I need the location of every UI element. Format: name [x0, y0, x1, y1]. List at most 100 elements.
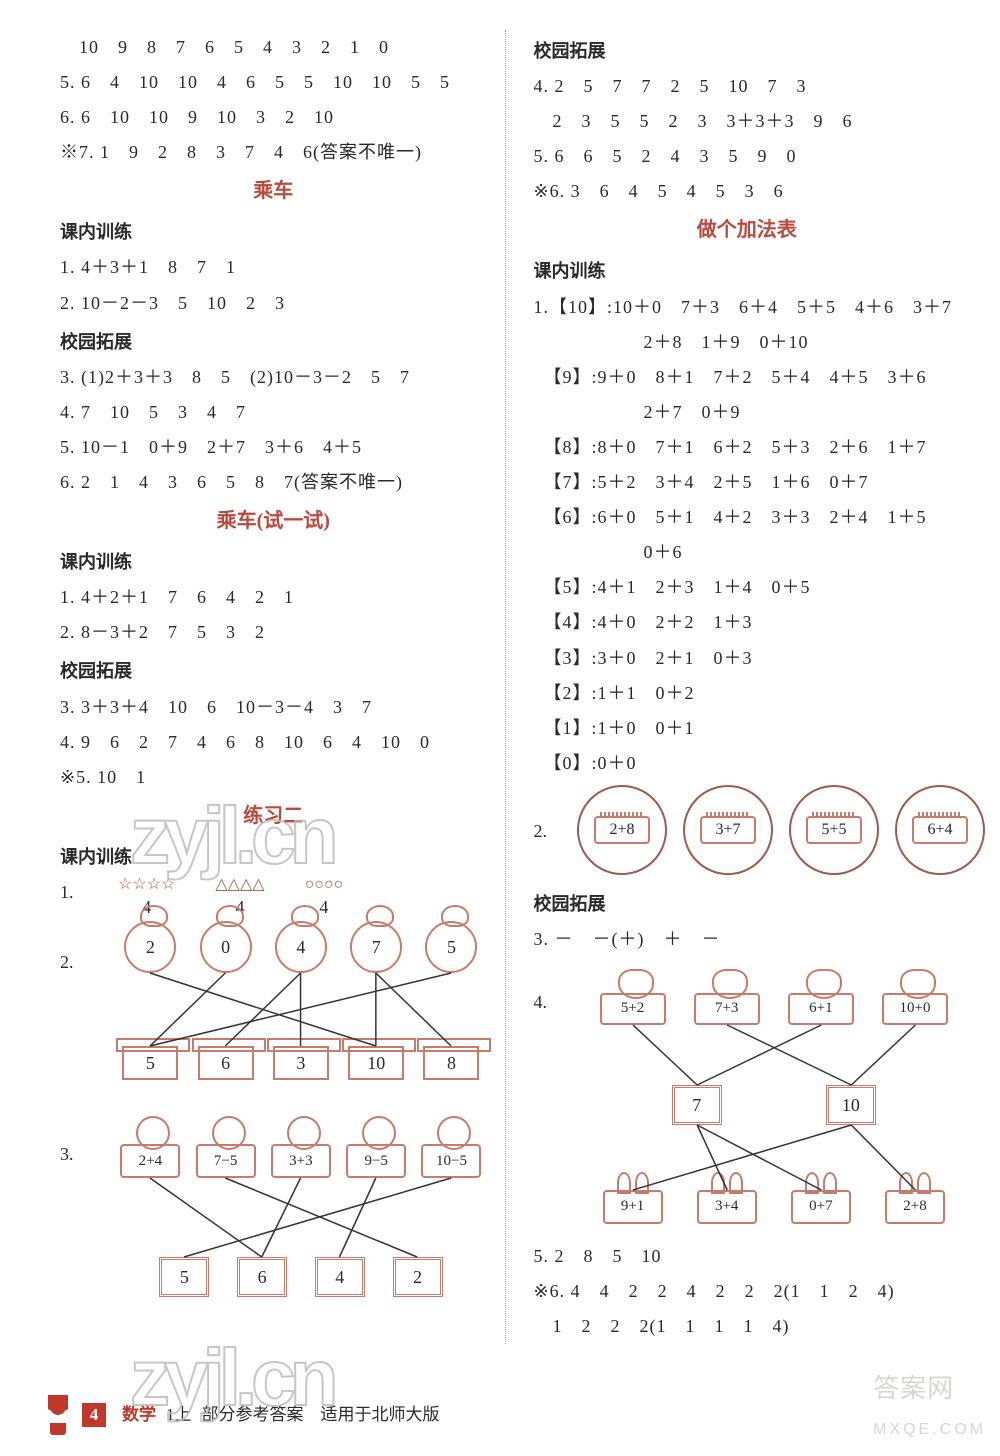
- section-heading: 练习二: [60, 797, 487, 836]
- rabbit-node: 3+4: [697, 1190, 757, 1224]
- line: 【9】:9＋0 8＋1 7＋2 5＋4 4＋5 3＋6: [534, 360, 961, 395]
- q1-num: 4: [319, 897, 328, 917]
- subsection: 校园拓展: [534, 887, 961, 922]
- rabbit-node: 9+1: [603, 1190, 663, 1224]
- subsection: 校园拓展: [60, 325, 487, 360]
- line: 4. 7 10 5 3 4 7: [60, 395, 487, 430]
- line: 6. 6 10 10 9 10 3 2 10: [60, 100, 487, 135]
- footer: 4 数学 1上 部分参考答案 适用于北师大版: [44, 1395, 440, 1435]
- line: 5. 2 8 5 10: [534, 1239, 961, 1274]
- house-node: 8: [423, 1046, 479, 1080]
- pill-value: 5+5: [806, 816, 862, 844]
- subsection: 课内训练: [60, 215, 487, 250]
- left-column: 10 9 8 7 6 5 4 3 2 1 0 5. 6 4 10 10 4 6 …: [60, 30, 506, 1344]
- line: 【1】:1＋0 0＋1: [534, 711, 961, 746]
- line: 【7】:5＋2 3＋4 2＋5 1＋6 0＋7: [534, 465, 961, 500]
- flower-icon: [44, 1395, 72, 1435]
- line: ※6. 3 6 4 5 4 5 3 6: [534, 174, 961, 209]
- line: 2＋7 0＋9: [534, 395, 961, 430]
- q2-label: 2.: [534, 814, 548, 849]
- subsection: 课内训练: [534, 254, 961, 289]
- kid-node: 2+4: [120, 1144, 180, 1178]
- cow-node: 6+1: [788, 993, 854, 1025]
- subject-label: 数学: [122, 1398, 156, 1431]
- line: 5. 10－1 0＋9 2＋7 3＋6 4＋5: [60, 430, 487, 465]
- line: 1. 4＋2＋1 7 6 4 2 1: [60, 580, 487, 615]
- pill-value: 2+8: [594, 816, 650, 844]
- pill-value: 3+7: [700, 816, 756, 844]
- line: 【6】:6＋0 5＋1 4＋2 3＋3 2＋4 1＋5: [534, 500, 961, 535]
- line: ※6. 4 4 2 2 4 2 2 2(1 1 2 4): [534, 1274, 961, 1309]
- kid-node: 9−5: [346, 1144, 406, 1178]
- line: 10 9 8 7 6 5 4 3 2 1 0: [60, 30, 487, 65]
- snowman-node: 2: [124, 921, 176, 973]
- line: 3. － －(＋) ＋ －: [534, 922, 961, 957]
- frame-node: 10: [826, 1085, 876, 1125]
- q2-label: 2.: [60, 919, 87, 1095]
- cow-node: 7+3: [694, 993, 760, 1025]
- shape-stars: ☆☆☆☆: [118, 876, 175, 893]
- subsection: 校园拓展: [534, 34, 961, 69]
- section-heading: 做个加法表: [534, 211, 961, 250]
- line: 1 2 2 2(1 1 1 1 4): [534, 1309, 961, 1344]
- right-column: 校园拓展 4. 2 5 7 7 2 5 10 7 3 2 3 5 5 2 3 3…: [516, 30, 961, 1344]
- line: 2＋8 1＋9 0＋10: [534, 325, 961, 360]
- line: 1. 4＋3＋1 8 7 1: [60, 250, 487, 285]
- q3-label: 3.: [60, 1103, 87, 1309]
- line: 【5】:4＋1 2＋3 1＋4 0＋5: [534, 570, 961, 605]
- line: 2. 8－3＋2 7 5 3 2: [60, 615, 487, 650]
- site-watermark: 答案网 MXQE.COM: [873, 1363, 986, 1445]
- frame-node: 4: [315, 1257, 365, 1297]
- snowman-node: 0: [200, 921, 252, 973]
- pill-value: 6+4: [912, 816, 968, 844]
- q4-label: 4.: [534, 957, 560, 1239]
- cow-node: 10+0: [882, 993, 948, 1025]
- snowman-node: 7: [350, 921, 402, 973]
- line: 4. 2 5 7 7 2 5 10 7 3: [534, 69, 961, 104]
- wm-bot: MXQE.COM: [873, 1414, 986, 1445]
- matching-diagram-q3: 2+4 7−5 3+3 9−5 10−5 5 6 4 2: [115, 1109, 486, 1299]
- line: 【8】:8＋0 7＋1 6＋2 5＋3 2＋6 1＋7: [534, 430, 961, 465]
- page-number: 4: [82, 1403, 106, 1427]
- line: 3. 3＋3＋4 10 6 10－3－4 3 7: [60, 690, 487, 725]
- house-node: 10: [348, 1046, 404, 1080]
- line: 3. (1)2＋3＋3 8 5 (2)10－3－2 5 7: [60, 360, 487, 395]
- wm-top: 答案网: [873, 1373, 954, 1403]
- subsection: 课内训练: [60, 840, 487, 875]
- line: 1.【10】:10＋0 7＋3 6＋4 5＋5 4＋6 3＋7: [534, 290, 961, 325]
- line: 【2】:1＋1 0＋2: [534, 676, 961, 711]
- kid-node: 10−5: [421, 1144, 481, 1178]
- rabbit-node: 0+7: [791, 1190, 851, 1224]
- house-node: 5: [122, 1046, 178, 1080]
- kid-node: 3+3: [271, 1144, 331, 1178]
- line: ※7. 1 9 2 8 3 7 4 6(答案不唯一): [60, 135, 487, 170]
- footer-desc: 部分参考答案 适用于北师大版: [202, 1398, 440, 1431]
- circle-icon: 6+4: [895, 785, 985, 875]
- frame-node: 5: [159, 1257, 209, 1297]
- snowman-node: 4: [275, 921, 327, 973]
- line: 4. 9 6 2 7 4 6 8 10 6 4 10 0: [60, 725, 487, 760]
- matching-diagram-q2: 2 0 4 7 5 5 6 3 10 8: [115, 925, 486, 1085]
- circle-icon: 3+7: [683, 785, 773, 875]
- line: ※5. 10 1: [60, 760, 487, 795]
- line: 【0】:0＋0: [534, 746, 961, 781]
- frame-node: 7: [672, 1085, 722, 1125]
- circle-icon: 2+8: [577, 785, 667, 875]
- subsection: 校园拓展: [60, 654, 487, 689]
- line: 6. 2 1 4 3 6 5 8 7(答案不唯一): [60, 465, 487, 500]
- cow-node: 5+2: [600, 993, 666, 1025]
- section-heading: 乘车: [60, 172, 487, 211]
- kid-node: 7−5: [196, 1144, 256, 1178]
- subsection: 课内训练: [60, 545, 487, 580]
- house-node: 3: [273, 1046, 329, 1080]
- snowman-node: 5: [425, 921, 477, 973]
- section-heading: 乘车(试一试): [60, 502, 487, 541]
- q1-label: 1.: [60, 875, 88, 910]
- matching-diagram-q4: 5+2 7+3 6+1 10+0 7 10 9+1 3+4 0+7 2+8: [588, 963, 960, 1229]
- line: 5. 6 4 10 10 4 6 5 5 10 10 5 5: [60, 65, 487, 100]
- line: 【3】:3＋0 2＋1 0＋3: [534, 641, 961, 676]
- line: 5. 6 6 5 2 4 3 5 9 0: [534, 139, 961, 174]
- shape-triangles: △△△△: [215, 876, 264, 893]
- rabbit-node: 2+8: [885, 1190, 945, 1224]
- shape-circles: ○○○○: [305, 876, 344, 893]
